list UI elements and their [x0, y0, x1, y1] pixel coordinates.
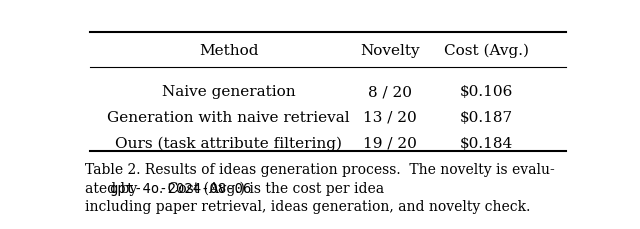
Text: $0.106: $0.106 [460, 85, 513, 99]
Text: Ours (task attribute filtering): Ours (task attribute filtering) [115, 136, 342, 150]
Text: $0.184: $0.184 [460, 136, 513, 150]
Text: ated by: ated by [85, 181, 141, 195]
Text: 13 / 20: 13 / 20 [363, 110, 417, 124]
Text: gpt-4o-2024-08-06: gpt-4o-2024-08-06 [109, 181, 252, 195]
Text: 19 / 20: 19 / 20 [363, 136, 417, 150]
Text: Novelty: Novelty [360, 44, 420, 57]
Text: including paper retrieval, ideas generation, and novelty check.: including paper retrieval, ideas generat… [85, 199, 531, 213]
Text: Generation with naive retrieval: Generation with naive retrieval [108, 110, 350, 124]
Text: $0.187: $0.187 [460, 110, 513, 124]
Text: Method: Method [199, 44, 259, 57]
Text: Naive generation: Naive generation [162, 85, 296, 99]
Text: . Cost (Avg.) is the cost per idea: . Cost (Avg.) is the cost per idea [159, 181, 385, 195]
Text: Table 2. Results of ideas generation process.  The novelty is evalu-: Table 2. Results of ideas generation pro… [85, 162, 555, 176]
Text: Cost (Avg.): Cost (Avg.) [444, 43, 529, 57]
Text: 8 / 20: 8 / 20 [368, 85, 412, 99]
